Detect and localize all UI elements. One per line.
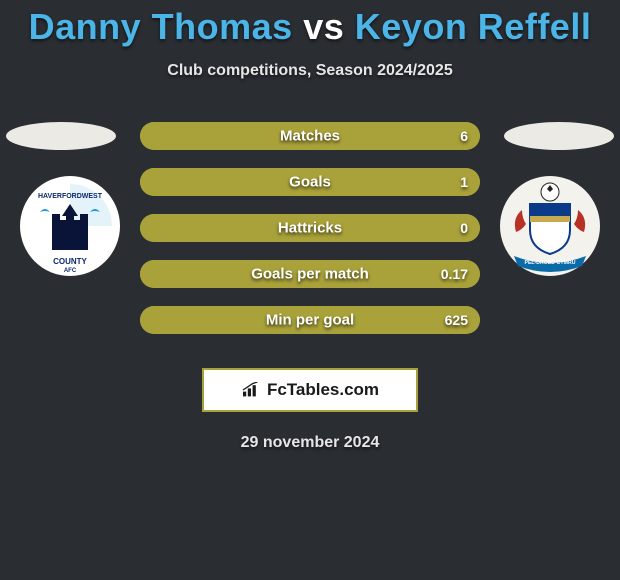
stat-value-right: 6 <box>460 128 468 144</box>
club-badge-right-svg: PÊL-DROED CYMRU <box>500 176 600 276</box>
player1-name: Danny Thomas <box>29 6 293 47</box>
svg-text:HAVERFORDWEST: HAVERFORDWEST <box>38 193 103 200</box>
stat-value-right: 625 <box>445 312 468 328</box>
player2-base-disc <box>504 122 614 150</box>
stat-label: Goals <box>289 174 331 191</box>
svg-text:COUNTY: COUNTY <box>53 257 87 266</box>
page-title: Danny Thomas vs Keyon Reffell <box>0 0 620 48</box>
club-badge-left-svg: HAVERFORDWEST COUNTY AFC <box>20 176 120 276</box>
stat-label: Matches <box>280 128 340 145</box>
svg-text:AFC: AFC <box>64 268 77 274</box>
stat-bar: Goals per match 0.17 <box>140 260 480 288</box>
stat-bar: Goals 1 <box>140 168 480 196</box>
player2-name: Keyon Reffell <box>355 6 592 47</box>
bar-chart-icon <box>241 382 261 398</box>
stat-value-right: 1 <box>460 174 468 190</box>
stat-bar: Hattricks 0 <box>140 214 480 242</box>
stat-bar: Matches 6 <box>140 122 480 150</box>
comparison-row: HAVERFORDWEST COUNTY AFC <box>0 122 620 352</box>
player1-base-disc <box>6 122 116 150</box>
date-text: 29 november 2024 <box>0 434 620 452</box>
vs-label: vs <box>303 6 344 47</box>
player2-club-badge: PÊL-DROED CYMRU <box>500 176 600 276</box>
stat-value-right: 0 <box>460 220 468 236</box>
stat-label: Hattricks <box>278 220 342 237</box>
ribbon-text: PÊL-DROED CYMRU <box>524 258 575 266</box>
subtitle: Club competitions, Season 2024/2025 <box>0 62 620 80</box>
brand-box: FcTables.com <box>202 368 418 412</box>
player1-club-badge: HAVERFORDWEST COUNTY AFC <box>20 176 120 276</box>
stat-value-right: 0.17 <box>441 266 468 282</box>
stats-container: Matches 6 Goals 1 Hattricks 0 Goals per match 0… <box>140 122 480 352</box>
stat-label: Goals per match <box>251 266 369 283</box>
brand-text: FcTables.com <box>267 380 379 400</box>
stat-label: Min per goal <box>266 312 354 329</box>
stat-bar: Min per goal 625 <box>140 306 480 334</box>
